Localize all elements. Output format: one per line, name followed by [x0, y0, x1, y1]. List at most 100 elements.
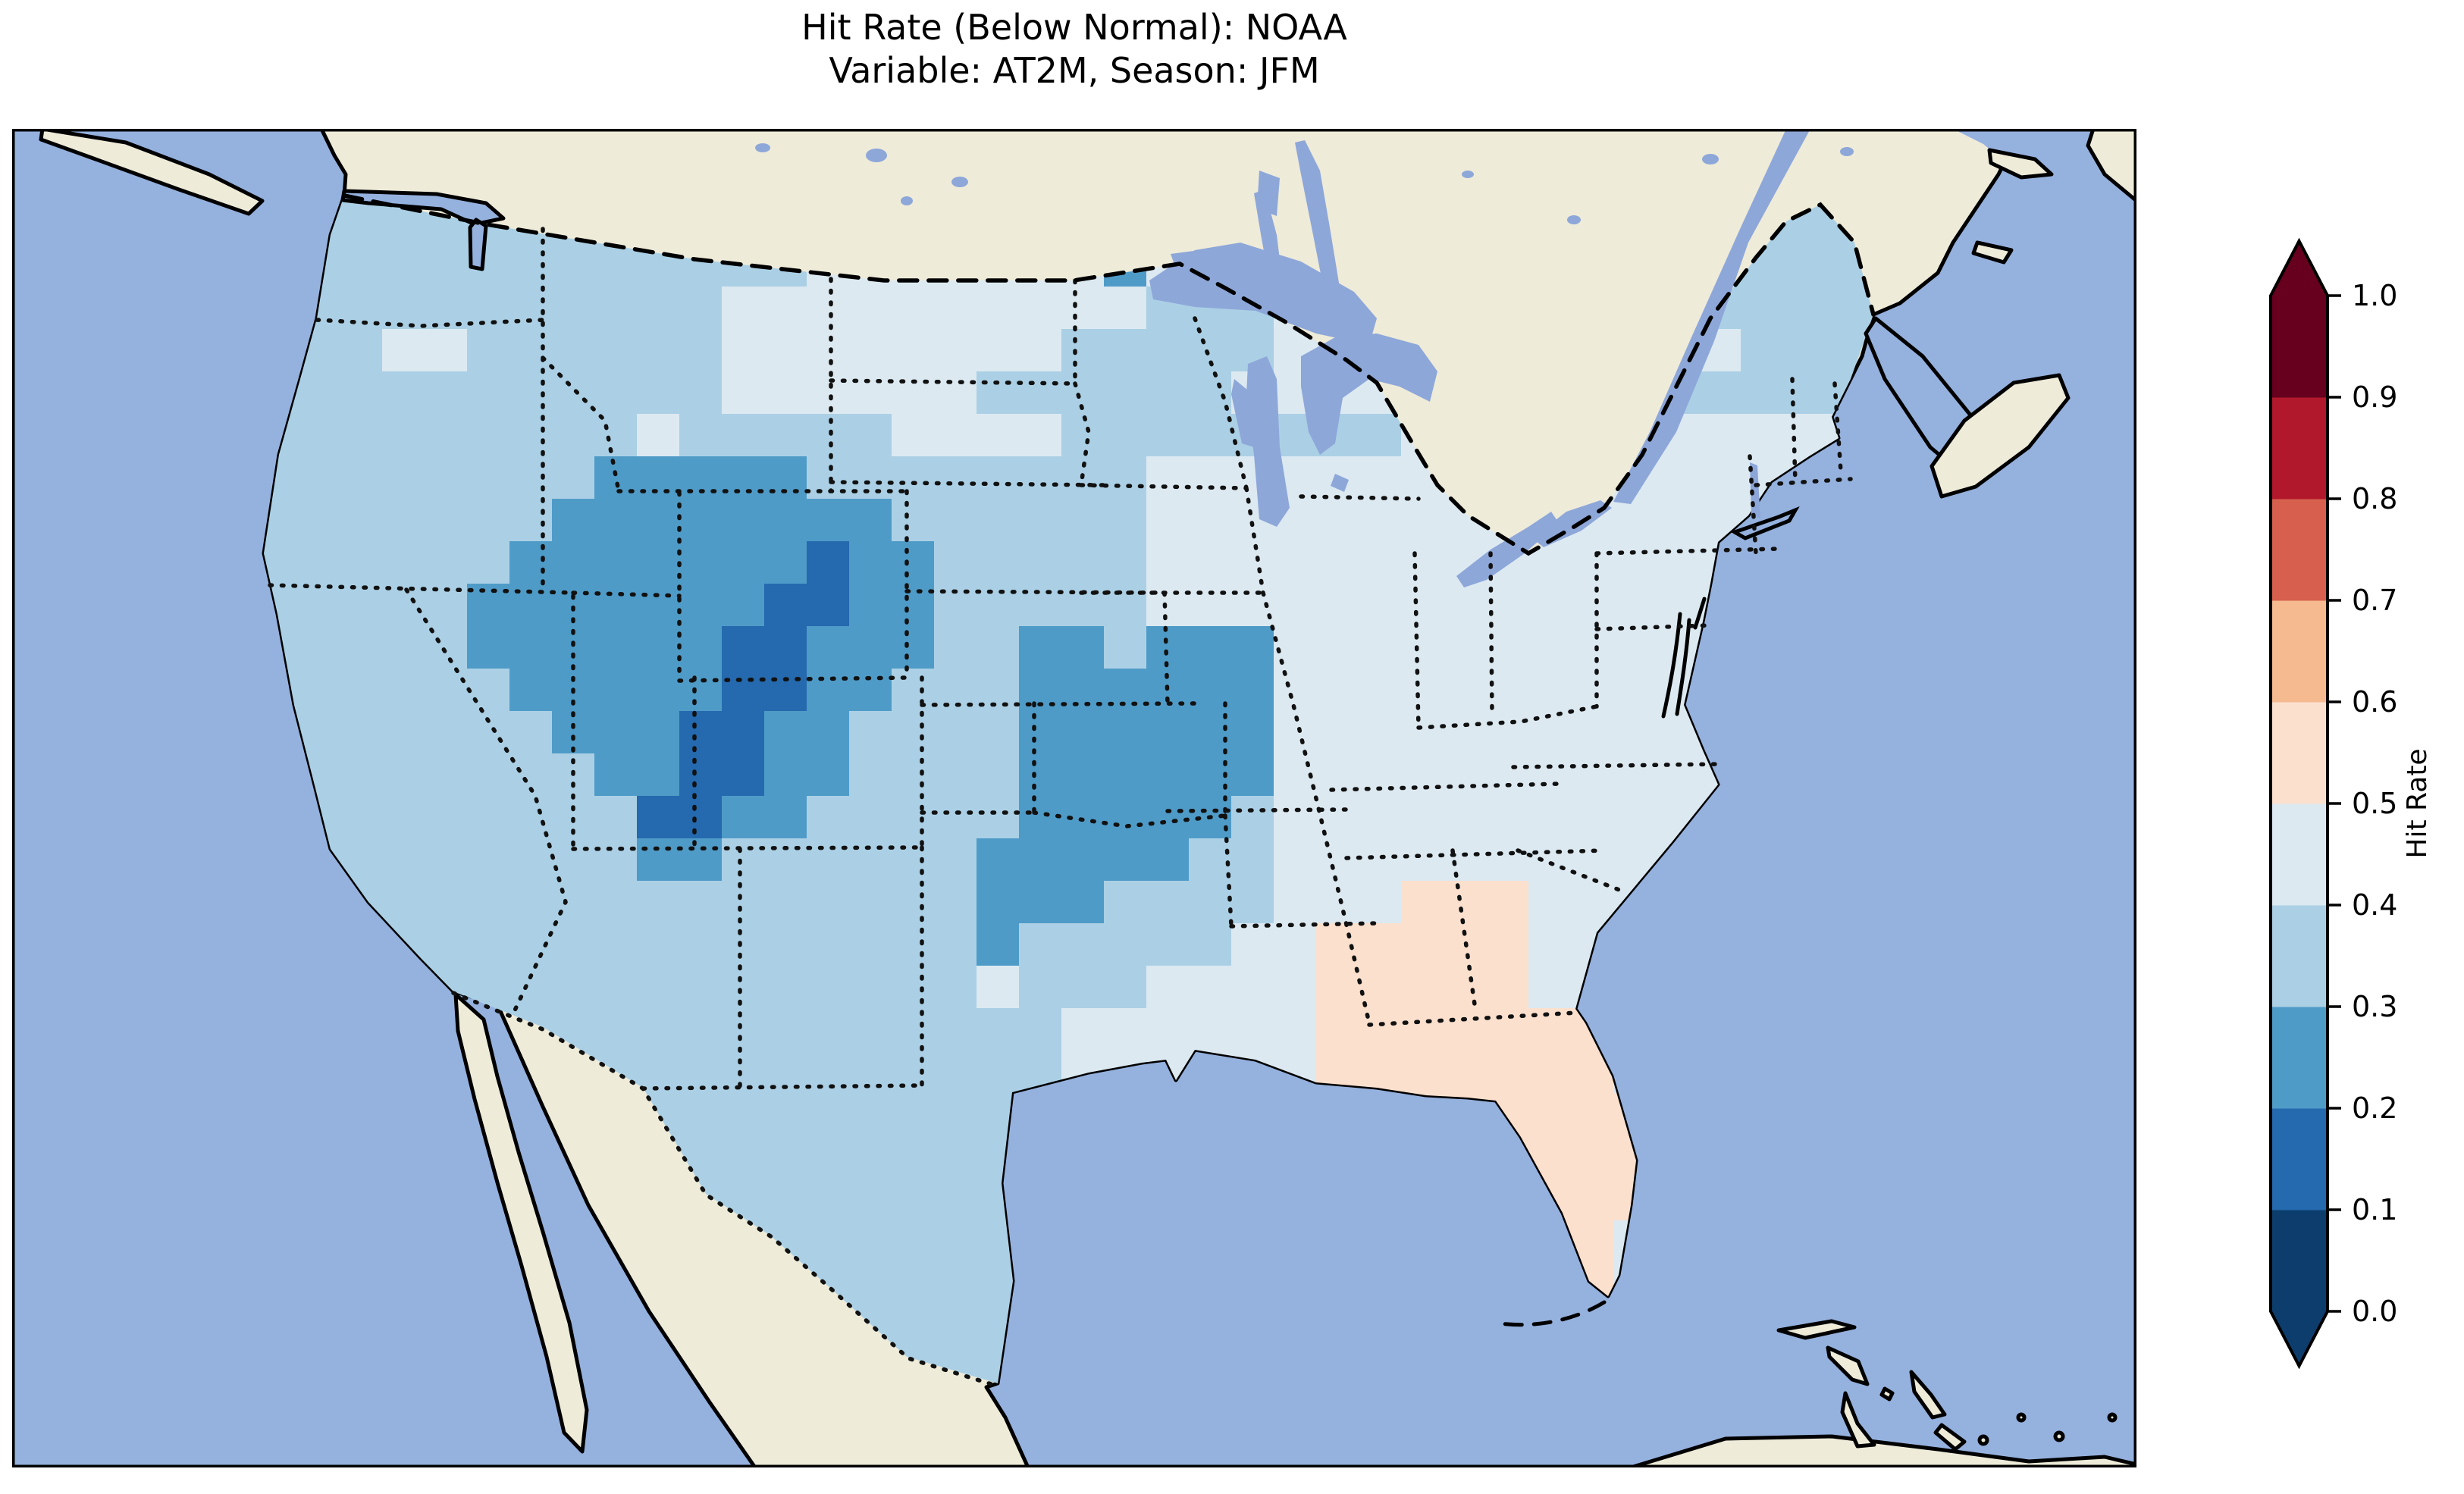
grid-cell-run — [1104, 881, 1274, 923]
colorbar-bin — [2271, 1007, 2328, 1109]
colorbar-ticks — [2328, 294, 2341, 1313]
colorbar-tick-label: 0.8 — [2352, 482, 2397, 515]
grid-cell-run — [849, 541, 934, 584]
colorbar-bin — [2271, 499, 2328, 601]
colorbar-over-arrow — [2271, 241, 2328, 296]
colorbar-tick-label: 1.0 — [2352, 279, 2397, 312]
colorbar-tick-label: 0.6 — [2352, 685, 2397, 719]
grid-cell-run — [807, 796, 1019, 838]
grid-cell-run — [264, 456, 594, 499]
colorbar-axis-label: Hit Rate — [2402, 748, 2433, 858]
canada-lake — [901, 196, 913, 205]
grid-cell-run — [1316, 923, 1528, 966]
grid-cell-run — [1231, 796, 1274, 838]
colorbar-bin — [2271, 397, 2328, 500]
grid-cell-run — [594, 753, 679, 796]
anticosti-island — [1987, 148, 2054, 180]
grid-cell-run — [977, 881, 1104, 923]
grid-cell-run — [722, 626, 807, 669]
lake-ontario — [1532, 500, 1612, 547]
canada-lake — [1840, 147, 1854, 156]
grid-cell-run — [934, 626, 1019, 669]
grid-cell-run — [807, 626, 934, 669]
lake-superior — [1149, 243, 1377, 345]
grid-cell-run — [552, 711, 679, 753]
colorbar-tick-label: 0.2 — [2352, 1092, 2397, 1125]
newfoundland — [2086, 129, 2136, 203]
canada-lake — [951, 177, 968, 187]
grid-cell-run — [679, 753, 764, 796]
lake-st-clair — [1331, 474, 1349, 492]
grid-cell-run — [934, 541, 1146, 584]
us-mexico-border — [451, 991, 998, 1388]
lake-winnipeg — [1295, 140, 1340, 297]
bahamas-islet — [2107, 1412, 2118, 1423]
grid-cell-run — [509, 669, 722, 711]
grid-cell-run — [264, 881, 977, 923]
colorbar-svg: 0.0 0.1 0.2 0.3 0.4 0.5 0.6 0.7 0.8 0.9 1.0 Hit Ra… — [2269, 237, 2433, 1370]
bahamas-grand-bahama — [1776, 1319, 1857, 1340]
bahamas-andros — [1840, 1391, 1876, 1449]
grid-cell-run — [1019, 966, 1146, 1008]
grid-cell-run — [977, 923, 1019, 966]
nova-scotia — [1930, 373, 2071, 499]
grid-cell-run — [1189, 838, 1274, 881]
canada-lake — [1462, 171, 1474, 178]
islands — [39, 129, 2136, 1467]
bahamas-cat-island — [1933, 1423, 1967, 1452]
grid-cell-run — [849, 753, 1019, 796]
grid-cell-run — [1019, 923, 1231, 966]
us-canada-border — [342, 193, 1876, 556]
grid-cell-run — [1019, 711, 1274, 753]
grid-cell-run — [1104, 626, 1146, 669]
grid-cell-run — [1146, 966, 1316, 1008]
colorbar-tick-label: 0.4 — [2352, 888, 2397, 922]
grid-cell-run — [1231, 923, 1316, 966]
grid-cell-run — [892, 414, 1061, 456]
grid-cell-run — [1061, 329, 1274, 371]
grid-cell-run — [722, 796, 807, 838]
grid-cell-run — [1316, 966, 1528, 1008]
colorbar-tick-label: 0.0 — [2352, 1295, 2397, 1328]
colorbar-bin — [2271, 1108, 2328, 1211]
grid-cell-run — [382, 329, 467, 371]
grid-cell-run — [1316, 1051, 1613, 1093]
lake-nipigon — [1257, 171, 1280, 216]
baja-california — [453, 992, 589, 1454]
colorbar-tick-label: 0.7 — [2352, 584, 2397, 617]
lake-manitoba — [1254, 189, 1283, 288]
grid-cell-run — [722, 287, 1146, 329]
bahamas-islet — [1977, 1434, 1989, 1446]
grid-cell-run — [467, 584, 764, 626]
grid-cell-run — [807, 541, 849, 584]
colorbar-tick-label: 0.3 — [2352, 990, 2397, 1023]
bahamas-abaco — [1826, 1345, 1870, 1386]
lake-huron — [1301, 334, 1437, 455]
grid-cell-run — [1019, 753, 1274, 796]
grid-cell-run — [722, 371, 977, 414]
grid-cell-run — [467, 626, 722, 669]
grid-cell-run — [1019, 626, 1104, 669]
long-island — [1729, 506, 1800, 540]
lake-erie — [1456, 512, 1559, 587]
grid-cell-run — [552, 499, 892, 541]
grid-cell-run — [637, 796, 722, 838]
grid-cell-run — [722, 669, 807, 711]
colorbar-tick-label: 0.5 — [2352, 787, 2397, 820]
vancouver-island — [39, 129, 265, 216]
chart-title: Hit Rate (Below Normal): NOAA — [801, 7, 1347, 48]
grid-cell-run — [764, 711, 849, 753]
grid-cell-run — [764, 584, 849, 626]
grid-cell-run — [1741, 329, 1873, 371]
grid-cell-run — [264, 414, 637, 456]
colorbar-bin — [2271, 296, 2328, 398]
colorbar-bin — [2271, 702, 2328, 804]
colorbar-tick-labels: 0.0 0.1 0.2 0.3 0.4 0.5 0.6 0.7 0.8 0.9 1.0 — [2352, 279, 2397, 1328]
grid-cell-run — [637, 838, 722, 881]
prince-edward-island — [1971, 240, 2014, 265]
colorbar-tick-label: 0.1 — [2352, 1193, 2397, 1226]
state-borders — [268, 227, 1853, 1092]
colorbar-panel: 0.0 0.1 0.2 0.3 0.4 0.5 0.6 0.7 0.8 0.9 1.0 Hit Ra… — [2240, 224, 2464, 1391]
map-panel — [12, 129, 2136, 1467]
colorbar-tick-label: 0.9 — [2352, 381, 2397, 414]
